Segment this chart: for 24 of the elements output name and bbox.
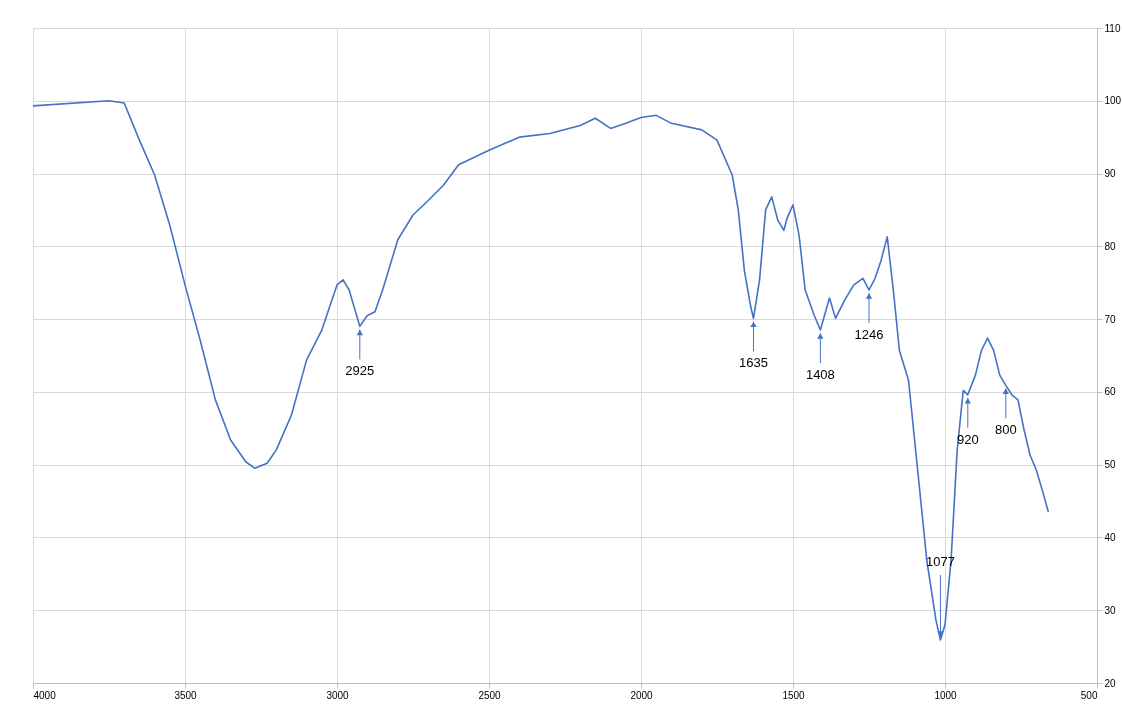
annotation: 800 [994,422,1017,438]
y-tick-label: 50 [1104,459,1117,471]
annotation: 2925 [345,363,375,379]
annotation: 1408 [805,367,835,383]
y-tick-label: 110 [1104,22,1121,34]
x-tick-label: 1000 [934,689,958,701]
x-tick-label: 1500 [782,689,806,701]
y-tick-label: 40 [1104,531,1117,543]
x-tick-label: 3500 [174,689,198,701]
y-tick-label: 90 [1104,168,1117,180]
y-tick-label: 60 [1104,386,1117,398]
x-tick-label: 500 [1080,689,1098,701]
annotation: 1635 [739,355,768,371]
y-tick-label: 70 [1104,313,1117,325]
x-tick-label: 2000 [630,689,654,701]
y-tick-label: 80 [1104,240,1117,252]
y-tick-label: 100 [1104,95,1122,107]
line-series [32,99,1050,641]
annotation: 1246 [854,327,884,342]
x-tick-label: 3000 [326,689,350,701]
y-tick-label: 30 [1104,604,1117,616]
x-tick-label: 2500 [478,689,502,701]
x-tick-label: 4000 [33,689,57,701]
y-tick-label: 20 [1104,677,1117,689]
